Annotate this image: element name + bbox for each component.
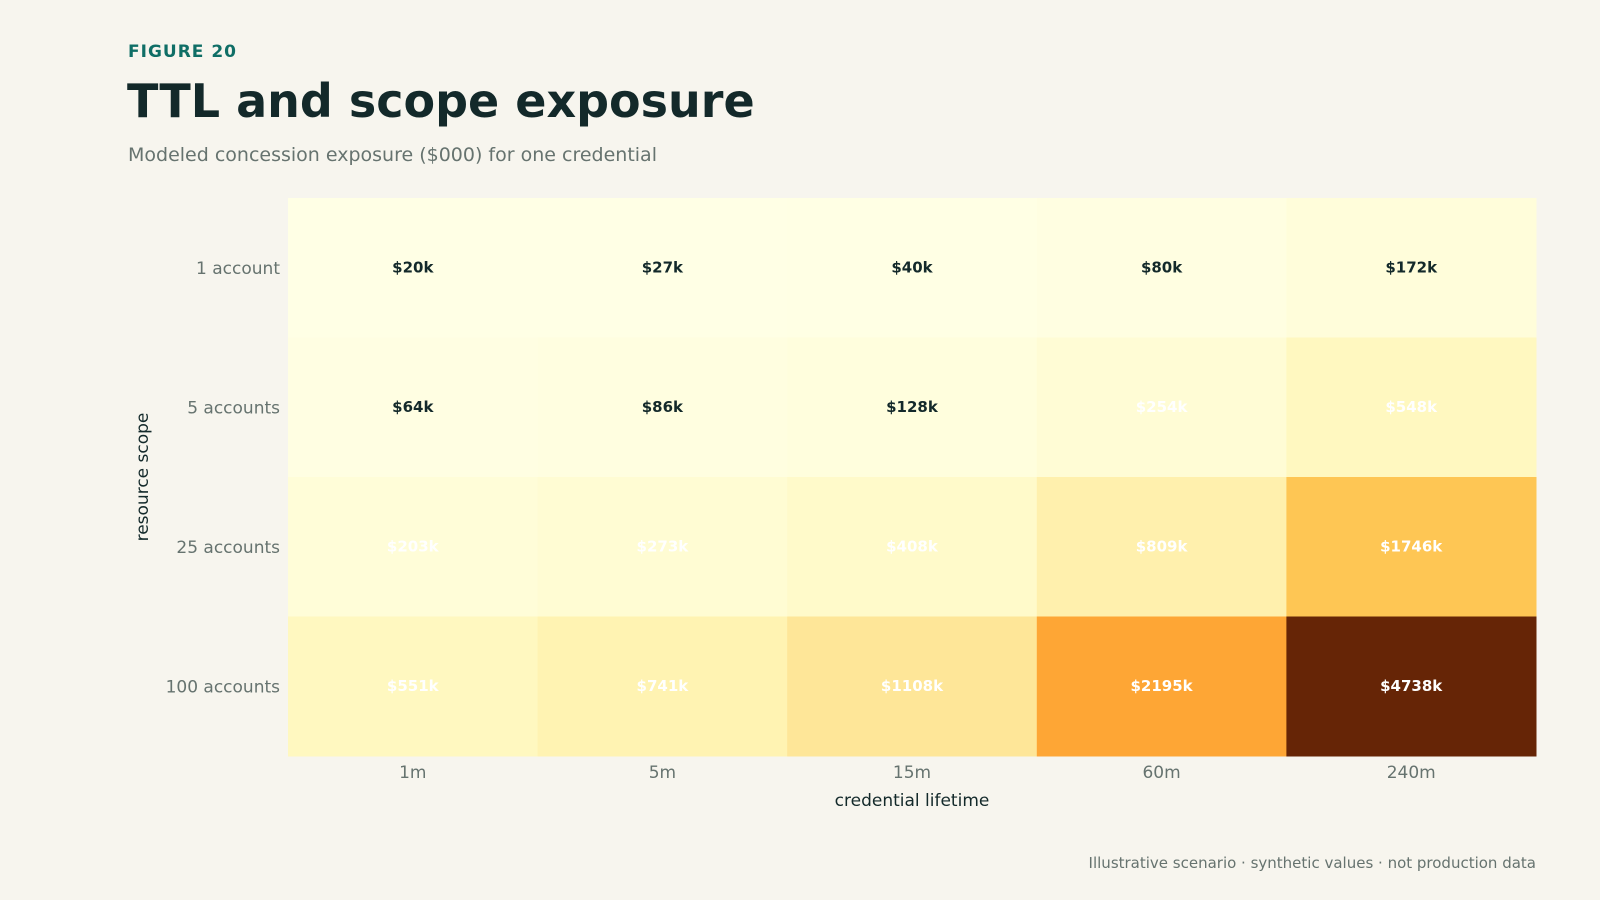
heatmap-cell: [1036, 616, 1287, 757]
heatmap-cell: [288, 337, 539, 478]
heatmap-cell-label: $1746k: [1380, 537, 1443, 555]
y-axis-title: resource scope: [133, 413, 153, 542]
heatmap-cell: [1286, 616, 1537, 757]
heatmap-cell-label: $4738k: [1380, 677, 1443, 695]
chart-title: TTL and scope exposure: [127, 74, 755, 128]
y-tick-label: 25 accounts: [176, 538, 280, 558]
heatmap-cell-label: $809k: [1136, 537, 1189, 555]
y-tick-label: 100 accounts: [166, 677, 281, 697]
heatmap-cell-label: $27k: [642, 258, 684, 276]
heatmap-cells: $20k $27k $40k $80k $172k $64k $86k $128k $254k $…: [288, 198, 1537, 757]
heatmap-cell-label: $273k: [637, 537, 690, 555]
heatmap-cell: [787, 477, 1038, 617]
heatmap-cell: [1036, 477, 1287, 617]
heatmap-cell: [537, 477, 788, 617]
heatmap-cell-label: $1108k: [881, 677, 944, 695]
heatmap-cell-label: $551k: [387, 677, 440, 695]
heatmap-cell-label: $172k: [1385, 258, 1438, 276]
heatmap-cell-label: $408k: [886, 537, 939, 555]
heatmap-cell-label: $86k: [642, 398, 684, 416]
heatmap-cell-label: $40k: [891, 258, 933, 276]
x-tick-label: 1m: [399, 763, 426, 783]
heatmap-cell: [787, 198, 1038, 338]
heatmap-cell: [1036, 337, 1287, 478]
x-tick-label: 5m: [649, 763, 676, 783]
heatmap-cell: [537, 337, 788, 478]
heatmap-cell-label: $128k: [886, 398, 939, 416]
heatmap-cell: [288, 477, 539, 617]
x-axis-title: credential lifetime: [835, 791, 990, 811]
heatmap-cell-label: $2195k: [1131, 677, 1194, 695]
footnote: Illustrative scenario · synthetic values…: [1088, 854, 1536, 872]
heatmap-cell: [1036, 198, 1287, 338]
heatmap-cell: [1286, 198, 1537, 338]
heatmap-cell: [1286, 477, 1537, 617]
heatmap-cell-label: $64k: [392, 398, 434, 416]
x-axis-ticks: 1m 5m 15m 60m 240m: [399, 763, 1436, 783]
heatmap-cell-label: $254k: [1136, 398, 1189, 416]
heatmap-cell: [787, 616, 1038, 757]
heatmap-cell: [787, 337, 1038, 478]
y-tick-label: 5 accounts: [187, 398, 280, 418]
heatmap-cell-label: $20k: [392, 258, 434, 276]
heatmap-cell: [288, 198, 539, 338]
heatmap-cell: [1286, 337, 1537, 478]
chart-subtitle: Modeled concession exposure ($000) for o…: [128, 144, 657, 166]
heatmap-cell-label: $203k: [387, 537, 440, 555]
figure-eyebrow: FIGURE 20: [128, 42, 237, 62]
heatmap-cell: [537, 616, 788, 757]
heatmap-cell: [288, 616, 539, 757]
heatmap-cell: [537, 198, 788, 338]
y-tick-label: 1 account: [196, 259, 280, 279]
y-axis-ticks: 1 account 5 accounts 25 accounts 100 accoun…: [166, 259, 281, 698]
heatmap-cell-label: $80k: [1141, 258, 1183, 276]
heatmap-cell-label: $548k: [1385, 398, 1438, 416]
heatmap-cell-label: $741k: [637, 677, 690, 695]
x-tick-label: 15m: [893, 763, 931, 783]
x-tick-label: 240m: [1387, 763, 1436, 783]
x-tick-label: 60m: [1142, 763, 1180, 783]
